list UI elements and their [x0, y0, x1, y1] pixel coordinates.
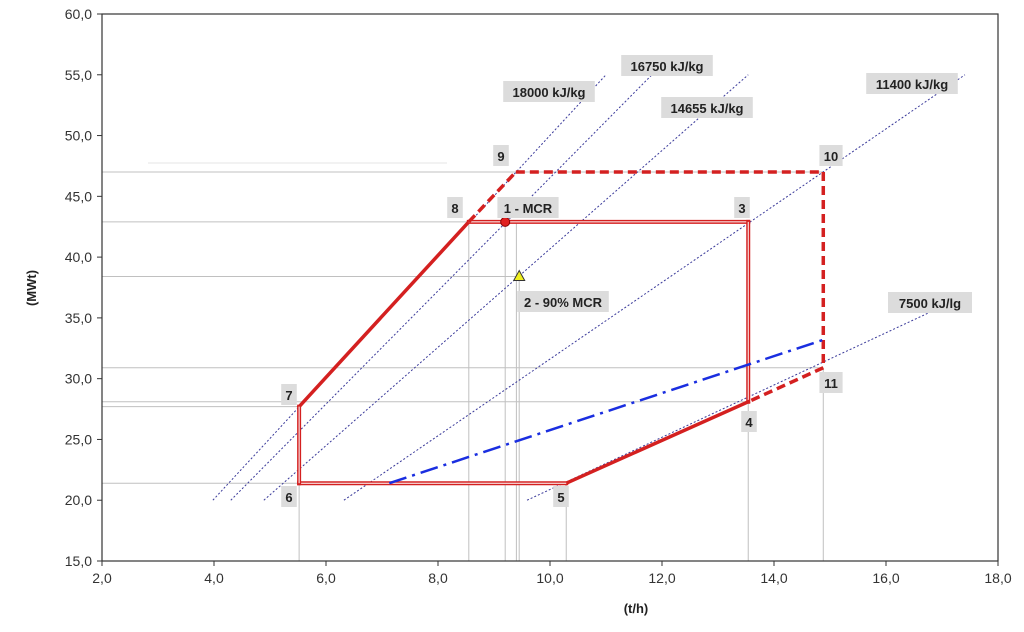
- point-label: 6: [285, 490, 292, 505]
- y-tick-label: 60,0: [65, 6, 92, 22]
- mcr90-point-marker: [512, 269, 526, 282]
- y-tick-label: 35,0: [65, 310, 92, 326]
- point-label: 3: [738, 201, 745, 216]
- y-tick-label: 20,0: [65, 492, 92, 508]
- fuel-lines: [212, 74, 971, 501]
- envelope-segment: [563, 399, 751, 486]
- point-label: 4: [745, 415, 753, 430]
- y-tick-label: 30,0: [65, 371, 92, 387]
- y-tick-label: 40,0: [65, 249, 92, 265]
- fuel-line: [230, 74, 653, 501]
- point-label-box: [819, 145, 843, 166]
- fuel-line: [263, 74, 749, 501]
- y-tick-label: 25,0: [65, 431, 92, 447]
- point-label: 7: [285, 388, 292, 403]
- point-label-box: [734, 197, 750, 218]
- x-tick-label: 6,0: [316, 570, 336, 586]
- fuel-line-label-box: [621, 55, 713, 76]
- point-label-box: [447, 197, 463, 218]
- x-tick-label: 14,0: [760, 570, 787, 586]
- envelope-segment-dashed: [467, 170, 518, 224]
- point-label-box: [517, 291, 609, 312]
- fuel-line-label-box: [866, 73, 958, 94]
- fuel-line-label-box: [661, 97, 753, 118]
- point-label-box: [281, 384, 297, 405]
- x-axis-title: (t/h): [624, 601, 649, 616]
- point-label-box: [281, 486, 297, 507]
- axis-ticks: 2,0 4,0 6,0 8,0 10,0 12,0 14,0 16,0 18,0 15,0 20,0…: [65, 6, 1012, 586]
- y-tick-label: 45,0: [65, 188, 92, 204]
- guide-lines: [102, 162, 824, 561]
- x-tick-label: 4,0: [204, 570, 224, 586]
- point-label: 5: [557, 490, 564, 505]
- x-tick-label: 16,0: [872, 570, 899, 586]
- fuel-line-label-box: [503, 81, 595, 102]
- fuel-line-label: 11400 kJ/kg: [876, 77, 948, 92]
- envelope: [296, 170, 826, 486]
- x-tick-label: 18,0: [984, 570, 1011, 586]
- envelope-segment-dashed: [747, 366, 825, 404]
- fuel-line: [343, 74, 966, 501]
- point-label: 11: [824, 376, 838, 391]
- blue-line: [388, 337, 828, 485]
- point-label-box: [741, 411, 757, 432]
- blue-dash-dot-line: [388, 337, 828, 485]
- y-axis-title: (MWt): [24, 270, 39, 306]
- fuel-line-label-box: [888, 292, 972, 313]
- point-label: 8: [451, 201, 458, 216]
- x-tick-label: 2,0: [92, 570, 112, 586]
- fuel-line-label: 14655 kJ/kg: [670, 101, 743, 116]
- x-tick-label: 12,0: [648, 570, 675, 586]
- point-label: 2 - 90% MCR: [524, 295, 603, 310]
- point-label-box: [819, 372, 843, 393]
- point-label: 10: [824, 149, 838, 164]
- point-label-box: [497, 197, 559, 218]
- fuel-line-label: 16750 kJ/kg: [630, 59, 703, 74]
- point-label-box: [493, 145, 509, 166]
- envelope-segment: [296, 219, 472, 410]
- y-tick-label: 15,0: [65, 553, 92, 569]
- y-tick-label: 50,0: [65, 128, 92, 144]
- point-label: 1 - MCR: [504, 201, 553, 216]
- point-labels: 1 - MCR 2 - 90% MCR 3 4 5 6 7 8 9 10 11 18000 kJ/kg…: [281, 55, 972, 507]
- point-label-box: [553, 486, 569, 507]
- fuel-line-label: 7500 kJ/lg: [899, 296, 961, 311]
- mcr-point-marker: [500, 216, 511, 227]
- x-tick-label: 10,0: [536, 570, 563, 586]
- fuel-line-label: 18000 kJ/kg: [512, 85, 585, 100]
- x-tick-label: 8,0: [428, 570, 448, 586]
- point-label: 9: [497, 149, 504, 164]
- y-tick-label: 55,0: [65, 67, 92, 83]
